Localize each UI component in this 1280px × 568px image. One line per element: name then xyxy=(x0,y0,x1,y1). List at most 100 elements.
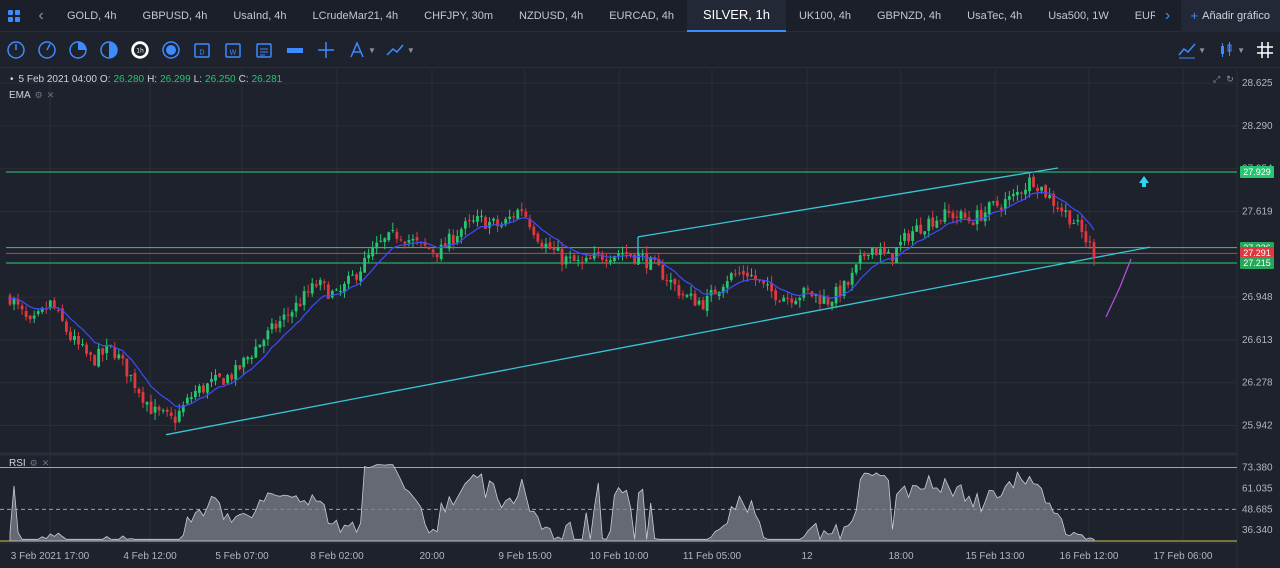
crosshair-icon[interactable] xyxy=(310,33,341,68)
tabs-next-arrow-icon[interactable]: › xyxy=(1164,6,1171,24)
trend-line-icon[interactable] xyxy=(380,33,411,68)
half-circle-icon[interactable] xyxy=(93,33,124,68)
layout-grid-icon[interactable] xyxy=(0,0,28,32)
text-tool-caret-icon[interactable]: ▼ xyxy=(368,45,376,55)
candle-body xyxy=(467,220,471,222)
grid-lines-icon[interactable] xyxy=(1249,33,1280,68)
candle-body xyxy=(709,290,713,296)
ema-indicator-label[interactable]: EMA ⚙ ✕ xyxy=(9,90,54,101)
rsi-axis-label: 73.380 xyxy=(1242,462,1273,473)
tab-usa500-1w[interactable]: Usa500, 1W xyxy=(1048,9,1109,22)
tab-usaind-4h[interactable]: UsaInd, 4h xyxy=(233,9,287,22)
candle-body xyxy=(721,286,725,293)
candle-body xyxy=(302,291,306,306)
candle-body xyxy=(351,274,354,276)
tab-silver-1h[interactable]: SILVER, 1h xyxy=(687,0,786,32)
tabs-prev-arrow-icon[interactable]: ‹ xyxy=(38,6,44,24)
tab-gbpusd-4h[interactable]: GBPUSD, 4h xyxy=(142,9,208,22)
stopwatch-icon[interactable] xyxy=(31,33,62,68)
channel-upper-line xyxy=(637,167,1059,238)
clock-1h-icon[interactable]: 1h xyxy=(124,33,155,68)
candle-body xyxy=(838,285,842,297)
candle-body xyxy=(657,259,661,266)
candle-body xyxy=(879,248,882,256)
time-axis-label: 12 xyxy=(801,551,813,562)
tab-lcrudemar21-4h[interactable]: LCrudeMar21, 4h xyxy=(312,9,399,22)
rsi-axis-label: 36.340 xyxy=(1242,525,1273,536)
candle-body xyxy=(222,378,225,385)
rsi-axis-label: 61.035 xyxy=(1242,483,1273,494)
tab-gbpnzd-4h[interactable]: GBPNZD, 4h xyxy=(876,9,942,22)
candle-type-caret-icon[interactable]: ▼ xyxy=(1237,45,1245,55)
candle-body xyxy=(455,236,459,243)
candle-body xyxy=(306,291,310,293)
candle-body xyxy=(1036,187,1039,192)
candle-body xyxy=(544,243,548,248)
clock-4h-icon[interactable] xyxy=(155,33,186,68)
rsi-indicator-label[interactable]: RSI ⚙ ✕ xyxy=(9,458,49,469)
text-tool-icon[interactable] xyxy=(341,33,372,68)
candle-body xyxy=(181,405,185,413)
tab-uk100-4h[interactable]: UK100, 4h xyxy=(798,9,851,22)
pie-clock-icon[interactable] xyxy=(62,33,93,68)
candle-body xyxy=(750,275,753,277)
tab-usatec-4h[interactable]: UsaTec, 4h xyxy=(967,9,1023,22)
time-axis-label: 20:00 xyxy=(419,551,444,562)
candle-body xyxy=(383,238,387,243)
candle-body xyxy=(246,357,250,360)
candle-body xyxy=(633,254,636,263)
candle-body xyxy=(907,233,911,242)
tab-chfjpy-30m[interactable]: CHFJPY, 30m xyxy=(424,9,494,22)
chart-area[interactable]: 28.62528.29027.95427.61926.94826.61326.2… xyxy=(0,69,1280,568)
refresh-icon[interactable]: ↻ xyxy=(1226,74,1234,84)
candle-body xyxy=(391,229,395,231)
chart-type-caret-icon[interactable]: ▼ xyxy=(1198,45,1207,55)
calendar-w-icon[interactable]: W xyxy=(217,33,248,68)
ema-close-icon[interactable]: ✕ xyxy=(46,90,55,100)
rsi-close-icon[interactable]: ✕ xyxy=(41,458,50,468)
candle-body xyxy=(492,218,495,221)
candle-body xyxy=(1072,223,1076,225)
chart-type-line-icon[interactable] xyxy=(1171,33,1202,68)
legend-l-value: 26.250 xyxy=(205,74,236,85)
candle-body xyxy=(697,300,701,305)
calendar-m-icon[interactable] xyxy=(248,33,279,68)
price-tag: 27.291 xyxy=(1240,247,1274,260)
calendar-d-icon[interactable]: D xyxy=(186,33,217,68)
candle-body xyxy=(528,218,532,228)
candle-body xyxy=(1020,192,1023,194)
trend-line-caret-icon[interactable]: ▼ xyxy=(406,45,415,55)
candle-body xyxy=(347,275,350,284)
ruler-icon[interactable] xyxy=(279,33,310,68)
tab-eurjpy-1d[interactable]: EURJPY, 1D xyxy=(1134,9,1155,22)
candle-body xyxy=(834,287,838,304)
candle-body xyxy=(609,260,612,263)
tab-eurcad-4h[interactable]: EURCAD, 4h xyxy=(609,9,675,22)
clock-icon[interactable] xyxy=(0,33,31,68)
candle-body xyxy=(883,247,886,253)
candle-body xyxy=(16,298,20,305)
candle-body xyxy=(81,344,84,346)
time-axis-label: 3 Feb 2021 17:00 xyxy=(11,551,90,562)
price-chart-canvas[interactable]: 28.62528.29027.95427.61926.94826.61326.2… xyxy=(0,69,1280,568)
time-axis-label: 11 Feb 05:00 xyxy=(683,551,742,562)
candle-body xyxy=(56,310,60,312)
ema-line xyxy=(9,191,1095,408)
candle-body xyxy=(782,297,786,302)
candle-body xyxy=(858,255,862,264)
candle-body xyxy=(197,386,201,393)
candle-body xyxy=(552,247,556,251)
ema-settings-icon[interactable]: ⚙ xyxy=(34,90,43,100)
add-chart-button[interactable]: + Añadir gráfico xyxy=(1180,0,1280,32)
candle-body xyxy=(250,357,254,359)
candle-type-icon[interactable] xyxy=(1210,33,1241,68)
tab-gold-4h[interactable]: GOLD, 4h xyxy=(67,9,117,22)
expand-icon[interactable]: ⤢ xyxy=(1213,74,1221,84)
candle-body xyxy=(919,224,923,234)
tab-nzdusd-4h[interactable]: NZDUSD, 4h xyxy=(519,9,584,22)
candle-body xyxy=(52,300,56,309)
candle-body xyxy=(48,300,52,309)
candle-body xyxy=(254,346,258,358)
rsi-settings-icon[interactable]: ⚙ xyxy=(29,458,38,468)
candle-body xyxy=(242,357,246,368)
